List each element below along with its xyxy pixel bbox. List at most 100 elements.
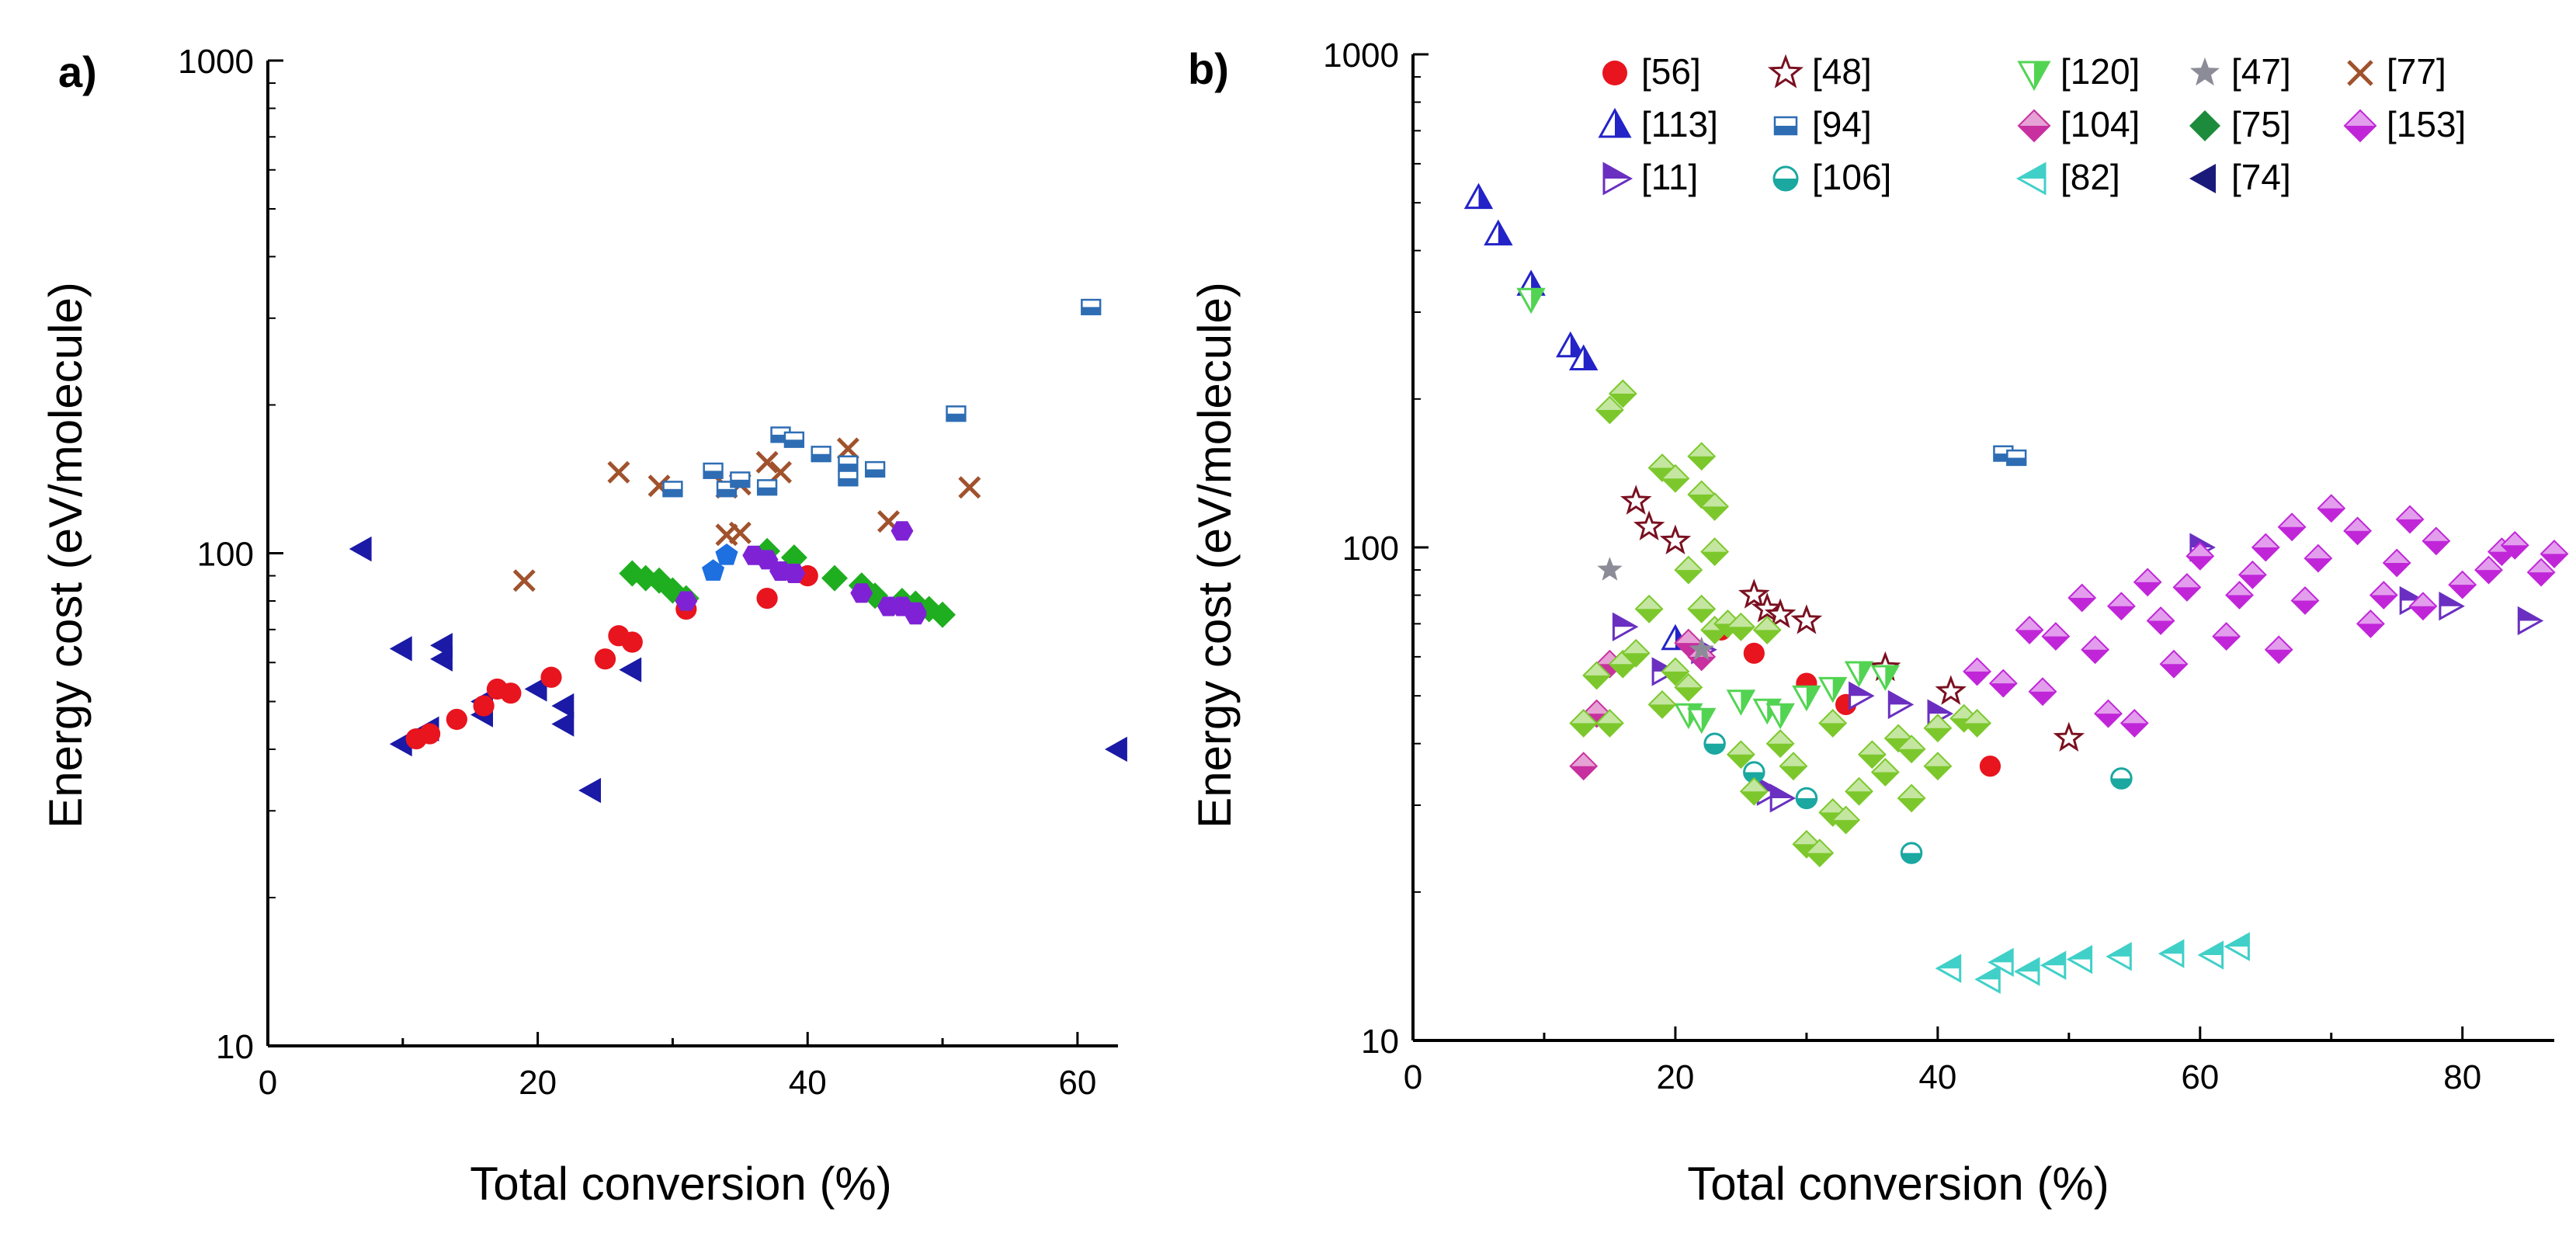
- legend-marker: [2189, 164, 2216, 193]
- data-point: [1647, 689, 1677, 719]
- data-point: [2317, 494, 2346, 523]
- data-point: [2264, 635, 2293, 665]
- panel-b-x-tick-label: 80: [2443, 1058, 2481, 1096]
- panel-a-label: a): [58, 47, 97, 96]
- panel-a-series-0: [349, 536, 1127, 804]
- data-point: [2028, 677, 2057, 707]
- data-point: [756, 587, 778, 610]
- data-point: [1897, 735, 1926, 764]
- data-point: [1659, 524, 1692, 555]
- data-point: [2290, 586, 2320, 615]
- panel-b-series-14: [1569, 379, 1992, 868]
- data-point: [836, 437, 859, 460]
- panel-b-series-1: [1463, 182, 1690, 651]
- panel-a-series-6: [675, 521, 927, 625]
- data-point: [2251, 533, 2280, 562]
- data-point: [2277, 512, 2307, 542]
- data-point: [2067, 583, 2097, 613]
- data-point: [2540, 539, 2569, 568]
- data-point: [2197, 940, 2224, 970]
- legend-marker: [1772, 165, 1799, 192]
- data-point: [756, 479, 778, 496]
- data-point: [2474, 555, 2503, 585]
- panel-b-series-6: [1516, 287, 1900, 735]
- legend-marker: [2347, 60, 2373, 86]
- data-point: [2014, 957, 2040, 986]
- data-point: [1817, 676, 1848, 703]
- panel-b-y-tick-label: 1000: [1323, 36, 1399, 75]
- data-point: [821, 564, 848, 592]
- legend-entry: [104]: [2017, 104, 2140, 144]
- panel-a-y-tick-label: 10: [216, 1028, 254, 1066]
- legend-label: [82]: [2060, 157, 2120, 197]
- data-point: [1726, 740, 1755, 769]
- panel-b-x-tick-label: 0: [1404, 1058, 1422, 1096]
- data-point: [551, 693, 575, 719]
- data-point: [1805, 839, 1835, 868]
- data-point: [1568, 344, 1599, 370]
- data-point: [929, 601, 956, 628]
- legend-entry: [74]: [2189, 157, 2291, 197]
- data-point: [594, 648, 616, 670]
- legend-label: [74]: [2231, 157, 2291, 197]
- legend-entry: [120]: [2017, 51, 2140, 92]
- data-point: [1105, 736, 1127, 762]
- data-point: [2343, 516, 2373, 546]
- panel-b-series-4: [1993, 445, 2027, 467]
- data-point: [2238, 560, 2267, 589]
- data-point: [1988, 947, 2014, 978]
- data-point: [2382, 548, 2411, 578]
- data-point: [728, 521, 752, 544]
- data-point: [430, 646, 453, 672]
- data-point: [2133, 568, 2162, 597]
- data-point: [2081, 635, 2110, 665]
- data-point: [1923, 714, 1953, 743]
- data-point: [958, 476, 981, 499]
- data-point: [1988, 669, 2018, 698]
- data-point: [1887, 689, 1915, 720]
- data-point: [2408, 592, 2438, 621]
- panel-a-y-tick-label: 1000: [178, 43, 254, 81]
- data-point: [755, 550, 779, 570]
- data-point: [551, 711, 575, 737]
- data-point: [1764, 598, 1797, 628]
- data-point: [607, 460, 630, 484]
- data-point: [2158, 939, 2185, 968]
- data-point: [2439, 591, 2465, 621]
- legend-entry: [11]: [1602, 157, 1698, 197]
- data-point: [1620, 485, 1652, 515]
- data-point: [1081, 298, 1102, 316]
- data-point: [1844, 661, 1874, 687]
- data-point: [946, 405, 967, 422]
- legend-entry: [153]: [2343, 104, 2466, 144]
- data-point: [1739, 776, 1769, 806]
- panel-b-series-9: [1597, 557, 1714, 661]
- data-point: [1608, 379, 1637, 408]
- panel-b-x-tick-label: 20: [1656, 1058, 1694, 1096]
- legend-marker: [1598, 107, 1632, 138]
- data-point: [2106, 592, 2136, 621]
- data-point: [783, 564, 806, 583]
- legend-label: [153]: [2387, 104, 2466, 144]
- data-point: [1463, 182, 1494, 210]
- data-point: [1845, 776, 1873, 806]
- data-point: [1935, 675, 1967, 705]
- data-point: [838, 470, 859, 487]
- data-point: [2094, 699, 2123, 728]
- legend-entry: [94]: [1773, 104, 1872, 144]
- data-point: [1963, 708, 1992, 738]
- data-point: [1897, 783, 1926, 813]
- panel-a-series-3: [662, 298, 1102, 498]
- legend-label: [106]: [1812, 157, 1891, 197]
- legend-label: [104]: [2060, 104, 2140, 144]
- legend-label: [120]: [2060, 51, 2140, 92]
- data-point: [1870, 665, 1900, 691]
- data-point: [2053, 721, 2085, 752]
- panel-b-axes: 0 20 40 60 80 10 100 1000: [1323, 36, 2554, 1096]
- data-point: [769, 460, 792, 484]
- legend-label: [94]: [1812, 104, 1872, 144]
- legend-label: [11]: [1641, 157, 1698, 197]
- data-point: [1569, 708, 1599, 738]
- data-point: [850, 583, 873, 603]
